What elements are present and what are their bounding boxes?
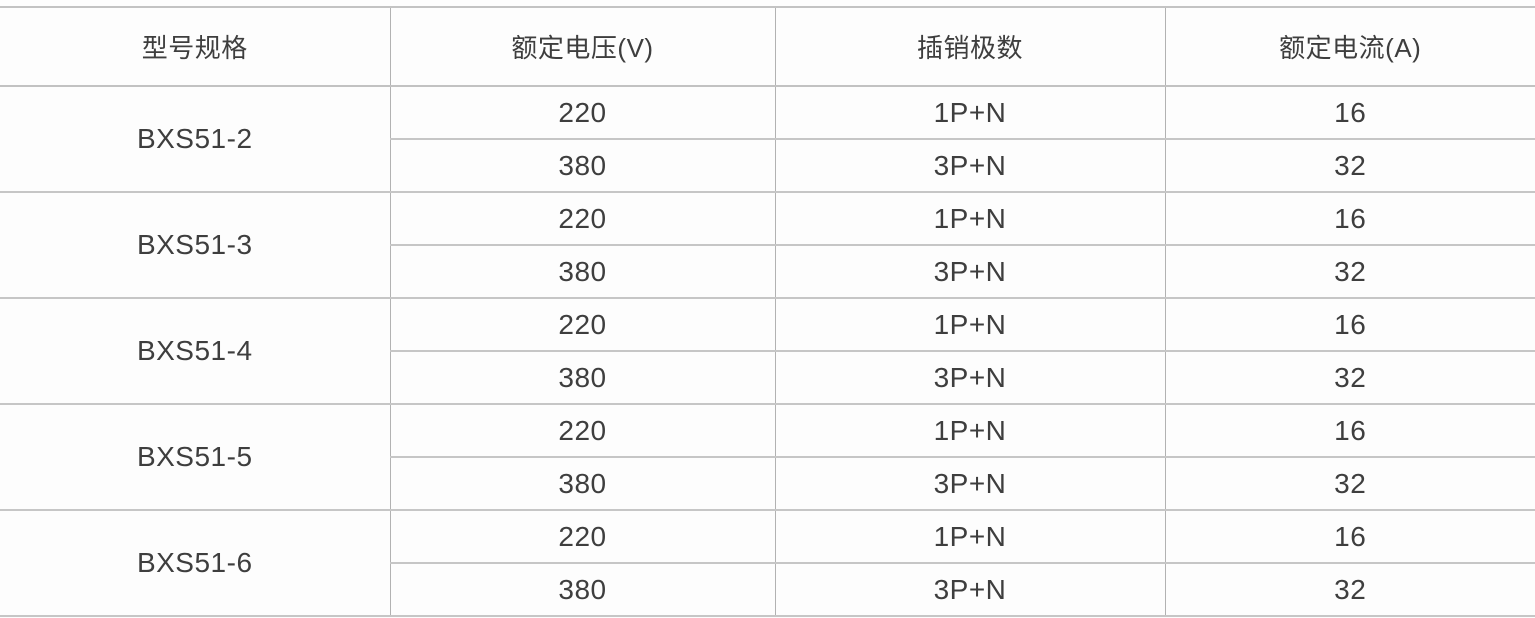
current-cell: 32 xyxy=(1164,245,1535,299)
current-cell: 16 xyxy=(1164,298,1535,352)
voltage-cell: 380 xyxy=(389,457,775,511)
current-cell: 16 xyxy=(1164,510,1535,564)
poles-cell: 3P+N xyxy=(774,351,1165,405)
current-cell: 32 xyxy=(1164,139,1535,193)
current-cell: 32 xyxy=(1164,563,1535,617)
voltage-cell: 220 xyxy=(389,86,775,140)
model-cell: BXS51-4 xyxy=(0,298,390,405)
table-row: BXS51-6 220 1P+N 16 xyxy=(0,510,1535,617)
current-cell: 32 xyxy=(1164,351,1535,405)
voltage-cell: 220 xyxy=(389,510,775,564)
model-cell: BXS51-3 xyxy=(0,192,390,299)
model-cell: BXS51-6 xyxy=(0,510,390,617)
poles-cell: 1P+N xyxy=(774,192,1165,246)
table-row: BXS51-5 220 1P+N 16 xyxy=(0,404,1535,511)
poles-cell: 3P+N xyxy=(774,139,1165,193)
current-cell: 32 xyxy=(1164,457,1535,511)
current-cell: 16 xyxy=(1164,404,1535,458)
voltage-cell: 220 xyxy=(389,192,775,246)
poles-cell: 3P+N xyxy=(774,245,1165,299)
header-rated-current: 额定电流(A) xyxy=(1164,7,1535,87)
spec-table: 型号规格 额定电压(V) 插销极数 额定电流(A) BXS51-2 220 1P… xyxy=(0,6,1535,617)
poles-cell: 1P+N xyxy=(774,298,1165,352)
table-row: 380 3P+N 32 xyxy=(0,245,1535,299)
header-model-spec: 型号规格 xyxy=(0,7,390,87)
table-row: 380 3P+N 32 xyxy=(0,351,1535,405)
table-row: 380 3P+N 32 xyxy=(0,563,1535,617)
poles-cell: 3P+N xyxy=(774,563,1165,617)
table-row: BXS51-4 220 1P+N 16 xyxy=(0,298,1535,405)
voltage-cell: 380 xyxy=(389,245,775,299)
model-cell: BXS51-2 xyxy=(0,86,390,193)
current-cell: 16 xyxy=(1164,86,1535,140)
current-cell: 16 xyxy=(1164,192,1535,246)
header-pin-poles: 插销极数 xyxy=(774,7,1165,87)
voltage-cell: 380 xyxy=(389,351,775,405)
table-row: 380 3P+N 32 xyxy=(0,457,1535,511)
table-row: 380 3P+N 32 xyxy=(0,139,1535,193)
voltage-cell: 380 xyxy=(389,139,775,193)
poles-cell: 1P+N xyxy=(774,510,1165,564)
model-cell: BXS51-5 xyxy=(0,404,390,511)
header-rated-voltage: 额定电压(V) xyxy=(389,7,775,87)
voltage-cell: 220 xyxy=(389,404,775,458)
poles-cell: 1P+N xyxy=(774,404,1165,458)
poles-cell: 1P+N xyxy=(774,86,1165,140)
table-row: BXS51-3 220 1P+N 16 xyxy=(0,192,1535,299)
table-row: BXS51-2 220 1P+N 16 xyxy=(0,86,1535,193)
poles-cell: 3P+N xyxy=(774,457,1165,511)
voltage-cell: 380 xyxy=(389,563,775,617)
voltage-cell: 220 xyxy=(389,298,775,352)
header-row: 型号规格 额定电压(V) 插销极数 额定电流(A) xyxy=(0,7,1535,87)
